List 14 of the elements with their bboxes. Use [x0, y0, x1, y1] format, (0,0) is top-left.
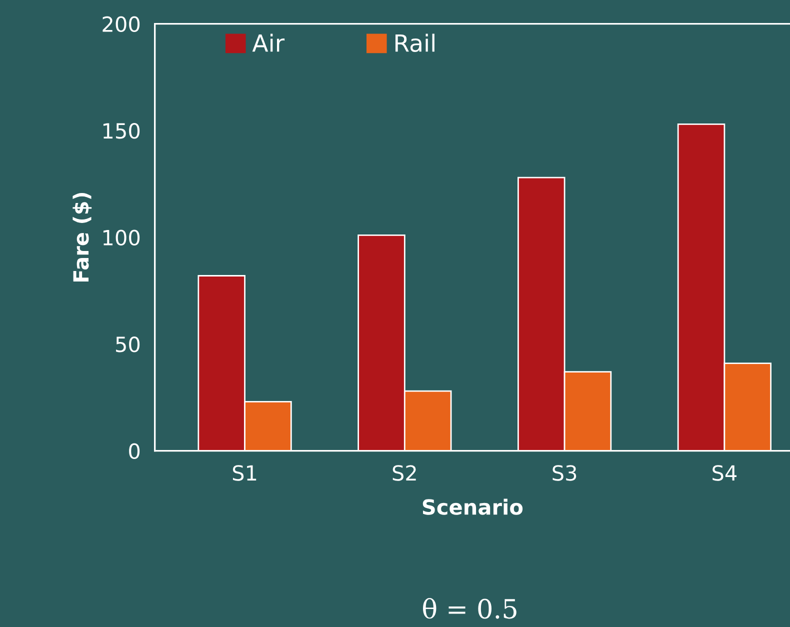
- x-tick-label: S4: [712, 465, 737, 481]
- y-tick-label: 100: [103, 230, 140, 246]
- legend-label: Rail: [395, 34, 434, 52]
- y-tick-label: 150: [103, 123, 140, 139]
- x-tick-label: S2: [392, 465, 416, 481]
- text: θ = 0.5: [422, 598, 516, 619]
- y-tick-label: 0: [129, 443, 140, 460]
- y-tick-label: 50: [116, 336, 140, 352]
- y-tick-label: 200: [102, 16, 140, 32]
- x-tick-label: S1: [232, 465, 256, 481]
- y-axis-title: Fare ($): [72, 192, 92, 282]
- x-tick-label: S3: [552, 465, 576, 481]
- x-axis-title: Scenario: [422, 498, 523, 515]
- legend-label: Air: [252, 34, 285, 52]
